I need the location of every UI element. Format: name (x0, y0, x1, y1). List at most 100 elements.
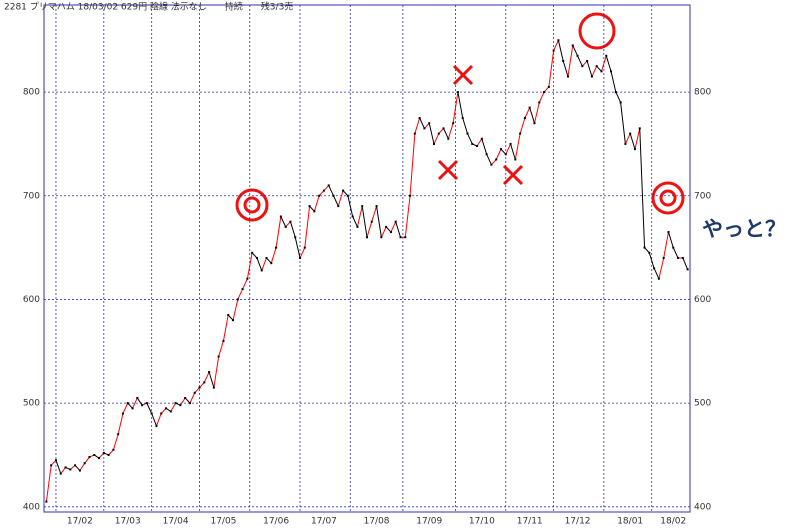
price-segment (495, 148, 502, 160)
x-tick-label: 18/02 (660, 517, 686, 527)
price-segment (294, 237, 301, 259)
price-segment (428, 123, 435, 145)
price-dot (241, 288, 244, 291)
price-dot (260, 269, 263, 272)
price-segment (414, 117, 421, 134)
x-tick-label: 17/04 (163, 517, 189, 527)
price-dot (121, 412, 124, 415)
price-segment (304, 206, 311, 248)
price-dot (600, 70, 603, 73)
price-segment (151, 413, 157, 427)
price-dot (437, 132, 440, 135)
price-dot (413, 132, 416, 135)
price-dot (576, 54, 579, 57)
price-dot (686, 268, 689, 271)
price-segment (672, 247, 679, 259)
x-tick-label: 17/08 (364, 517, 390, 527)
y-tick-label-right: 800 (694, 88, 711, 98)
price-dot (69, 468, 72, 471)
price-segment (462, 117, 468, 134)
price-segment (79, 462, 86, 471)
price-segment (658, 257, 665, 279)
y-tick-label-right: 500 (694, 399, 711, 409)
price-segment (524, 107, 531, 119)
price-dot (318, 194, 321, 197)
chart-title: 2281 プリマハム 18/03/02 629円 陰線 法示なし 持続 残3/3… (4, 1, 293, 13)
price-segment (361, 206, 368, 238)
price-dot (533, 122, 536, 125)
price-dot (265, 256, 268, 259)
price-dot (188, 402, 191, 405)
price-dot (528, 106, 531, 109)
x-tick-label: 17/02 (67, 517, 93, 527)
price-segment (390, 221, 397, 233)
price-dot (614, 91, 617, 94)
annotations (235, 12, 685, 222)
price-dot (212, 386, 215, 389)
price-dot (169, 410, 172, 413)
price-segment (237, 288, 244, 300)
price-dot (83, 462, 86, 465)
price-dot (409, 194, 412, 197)
price-segment (467, 133, 473, 145)
x-tick-label: 17/12 (565, 517, 591, 527)
price-segment (270, 247, 277, 264)
price-dot (667, 231, 670, 234)
price-segment (213, 356, 220, 388)
price-dot (418, 117, 421, 120)
price-dot (59, 472, 62, 475)
price-dot (308, 205, 311, 208)
price-dot (375, 205, 378, 208)
price-dot (480, 137, 483, 140)
y-tick-label-right: 400 (694, 502, 711, 512)
x-tick-label: 17/03 (115, 517, 141, 527)
y-tick-label: 600 (23, 295, 40, 305)
price-dot (303, 246, 306, 249)
price-dot (514, 158, 517, 161)
price-dot (662, 256, 665, 259)
price-dot (131, 407, 134, 410)
price-dot (590, 75, 593, 78)
price-dot (394, 220, 397, 223)
price-segment (529, 107, 535, 124)
price-dot (562, 59, 565, 62)
price-segment (380, 226, 387, 238)
circle (578, 12, 616, 50)
x-tick-label: 17/11 (517, 517, 543, 527)
price-dot (361, 205, 364, 208)
price-dot (389, 231, 392, 234)
price-segment (371, 205, 378, 222)
price-segment (481, 138, 488, 155)
price-dot (203, 381, 206, 384)
price-dot (519, 132, 522, 135)
price-dot (605, 54, 608, 57)
price-segment (170, 402, 177, 412)
price-segment (452, 92, 459, 124)
y-tick-label: 400 (23, 502, 40, 512)
price-segment (132, 397, 138, 409)
price-dot (476, 145, 479, 148)
price-segment (208, 371, 215, 388)
price-dot (619, 101, 622, 104)
price-segment (409, 133, 416, 196)
price-segment (112, 434, 119, 450)
price-segment (615, 91, 622, 103)
price-dot (461, 117, 464, 120)
price-segment (117, 413, 124, 435)
price-dot (624, 142, 627, 145)
price-dot (299, 256, 302, 259)
price-dot (342, 189, 345, 192)
price-dot (160, 412, 163, 415)
price-dot (193, 391, 196, 394)
price-segment (328, 185, 334, 196)
price-segment (222, 314, 229, 342)
price-dot (117, 433, 120, 436)
price-segment (395, 221, 401, 238)
price-dot (78, 469, 81, 472)
price-dot (255, 256, 258, 259)
price-dot (246, 277, 249, 280)
price-segment (519, 117, 526, 134)
price-dot (495, 158, 498, 161)
price-dot (236, 298, 239, 301)
y-tick-label: 800 (23, 88, 40, 98)
